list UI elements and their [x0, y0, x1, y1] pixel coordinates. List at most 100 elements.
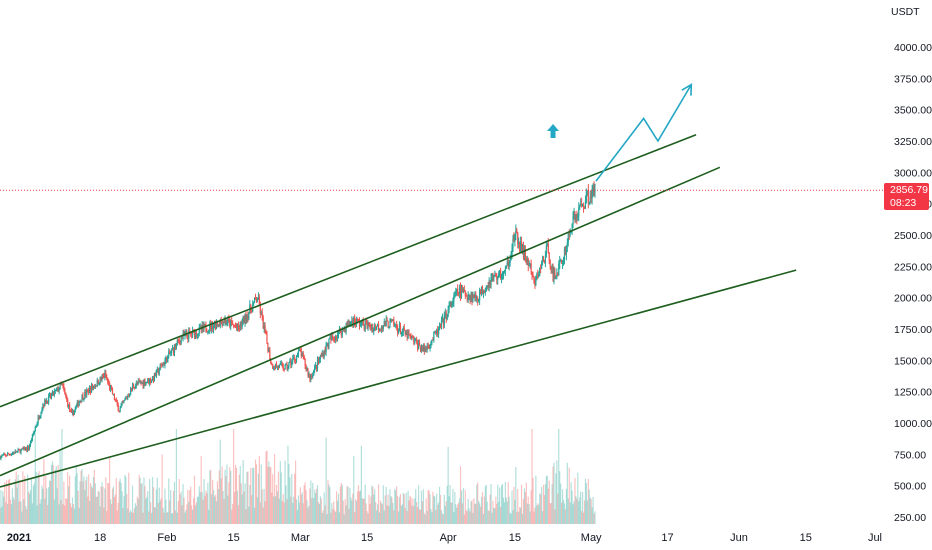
candle-body	[154, 372, 157, 377]
candle-body	[370, 328, 372, 330]
candle-body	[259, 305, 261, 314]
volume-bar	[55, 466, 57, 524]
volume-bar	[579, 497, 581, 524]
candle-body	[336, 334, 339, 338]
volume-bar	[286, 499, 288, 524]
volume-bar	[298, 502, 301, 524]
volume-bar	[158, 487, 160, 524]
candle-body	[537, 274, 539, 277]
candle-body	[149, 378, 151, 384]
volume-bar	[161, 454, 163, 524]
candle-body	[480, 286, 483, 294]
candle-body	[319, 356, 321, 360]
candle-body	[115, 400, 117, 402]
time-axis[interactable]: 2021 18 Feb 15 Mar 15 Apr 15 May 17 Jun 15 Jul	[7, 532, 882, 544]
candle-body	[278, 364, 280, 368]
volume-bar	[124, 474, 126, 524]
candle-body	[46, 400, 48, 404]
volume-bar	[468, 508, 470, 524]
volume-bar	[44, 498, 46, 524]
candle-body	[456, 288, 458, 292]
volume-bar	[541, 511, 544, 524]
candle-body	[540, 262, 543, 269]
candle-body	[462, 290, 465, 293]
candle-body	[344, 327, 346, 332]
volume-bar	[241, 494, 243, 524]
candle-body	[235, 327, 238, 329]
candle-body	[562, 260, 565, 263]
time-tick-label: 15	[509, 532, 521, 544]
volume-bar	[183, 497, 185, 524]
candle-body	[481, 286, 484, 295]
volume-bar	[365, 503, 367, 524]
volume-bar	[246, 471, 248, 524]
candle-body	[285, 363, 287, 365]
candle-body	[33, 430, 35, 434]
volume-bar	[571, 490, 573, 524]
volume-bar	[15, 471, 17, 524]
trendlines[interactable]	[0, 133, 797, 488]
volume-bar	[217, 489, 219, 524]
candle-body	[31, 434, 34, 441]
volume-bar	[62, 504, 64, 524]
candle-body	[515, 230, 517, 235]
volume-bar	[358, 491, 361, 524]
candle-body	[517, 232, 519, 245]
candle-body	[242, 316, 244, 322]
candle-body	[403, 327, 405, 331]
volume-bar	[103, 507, 105, 524]
candle-body	[373, 327, 375, 332]
candle-body	[93, 386, 95, 388]
candle-body	[514, 234, 516, 242]
volume-bar	[274, 454, 276, 524]
volume-bar	[591, 507, 593, 524]
volume-bar	[205, 490, 207, 524]
projection-drawing[interactable]	[547, 83, 693, 182]
candle-body	[376, 323, 379, 327]
candle-body	[326, 344, 328, 346]
volume-bar	[564, 509, 567, 524]
candle-body	[384, 321, 386, 327]
candle-body	[581, 203, 583, 207]
volume-bar	[145, 498, 147, 524]
volume-bar	[466, 511, 468, 524]
candle-body	[286, 363, 288, 369]
volume-bar	[11, 488, 13, 524]
volume-bars	[0, 429, 596, 524]
candle-body	[566, 242, 568, 247]
candle-body	[518, 242, 520, 245]
candle-body	[195, 330, 198, 336]
volume-bar	[201, 492, 203, 524]
volume-bar	[156, 477, 158, 524]
candle-body	[366, 323, 368, 329]
volume-bar	[469, 511, 471, 524]
price-axis[interactable]: 4000.003750.003500.003250.003000.002750.…	[894, 42, 932, 524]
volume-bar	[400, 505, 403, 524]
volume-bar	[423, 513, 425, 524]
volume-bar	[57, 465, 59, 524]
volume-bar	[66, 498, 68, 524]
volume-bar	[420, 490, 423, 524]
currency-label[interactable]: USDT	[887, 4, 926, 21]
candle-body	[80, 400, 82, 402]
volume-bar	[82, 481, 84, 524]
candle-body	[356, 319, 358, 324]
candle-body	[106, 377, 108, 380]
candle-body	[439, 325, 442, 327]
price-tick-label: 2500.00	[894, 230, 932, 242]
volume-bar	[432, 491, 434, 524]
candle-body	[588, 202, 590, 204]
volume-bar	[260, 464, 262, 524]
volume-bar	[41, 485, 43, 524]
candle-body	[565, 246, 567, 255]
candle-body	[497, 277, 499, 280]
volume-bar	[147, 491, 149, 524]
volume-bar	[30, 479, 33, 524]
candle-body	[306, 368, 308, 370]
volume-bar	[269, 466, 271, 524]
volume-bar	[588, 489, 590, 524]
volume-bar	[258, 456, 260, 524]
volume-bar	[523, 488, 526, 524]
